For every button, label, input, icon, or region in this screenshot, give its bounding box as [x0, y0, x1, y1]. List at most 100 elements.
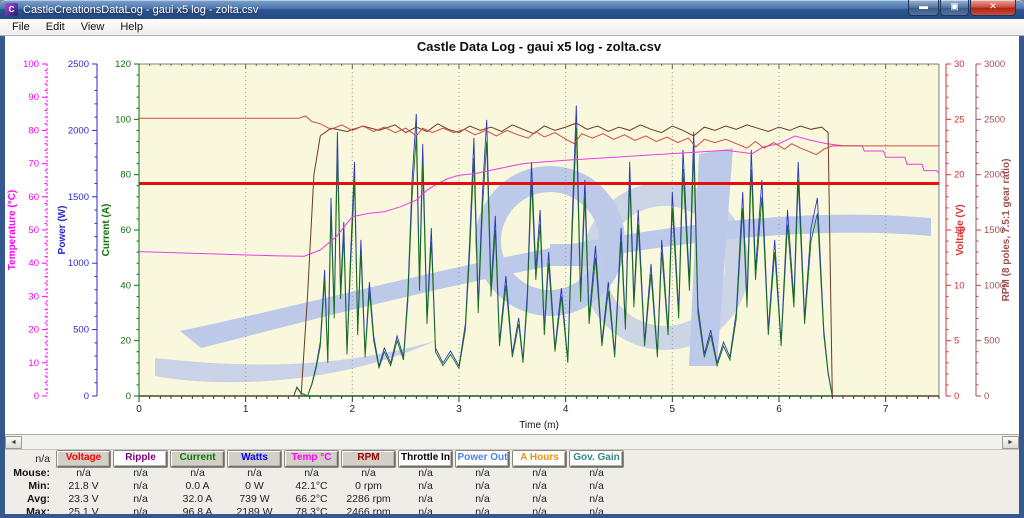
stat-cell-r3-c2: 96.8 A	[169, 506, 226, 514]
svg-text:4: 4	[563, 404, 569, 415]
stat-cell-r0-c6: n/a	[397, 467, 454, 480]
menu-view[interactable]: View	[73, 20, 113, 34]
app-icon: C	[5, 3, 18, 16]
svg-text:50: 50	[28, 225, 39, 236]
stat-column-button-rpm[interactable]: RPM	[342, 451, 395, 467]
svg-text:90: 90	[28, 92, 39, 103]
x-axis-label: Time (m)	[519, 420, 559, 431]
stat-column-button-voltage[interactable]: Voltage	[57, 451, 110, 467]
stat-column-button-throttle-in[interactable]: Throttle In	[399, 451, 452, 467]
stat-cell-r0-c8: n/a	[511, 467, 568, 480]
horizontal-scrollbar[interactable]: ◄ ►	[5, 434, 1019, 450]
stat-row-label-max: Max:	[5, 506, 55, 514]
stat-cell-r1-c2: 0.0 A	[169, 480, 226, 493]
stat-cell-r1-c5: 0 rpm	[340, 480, 397, 493]
stat-column-button-gov-gain[interactable]: Gov. Gain	[570, 451, 623, 467]
minimize-button[interactable]: ▬	[908, 0, 939, 16]
stat-cell-r0-c0: n/a	[55, 467, 112, 480]
svg-text:3000: 3000	[984, 59, 1005, 70]
scroll-right-icon[interactable]: ►	[1002, 436, 1019, 449]
scroll-left-icon[interactable]: ◄	[5, 436, 22, 449]
stats-corner-header: n/a	[5, 453, 55, 465]
stat-cell-r1-c0: 21.8 V	[55, 480, 112, 493]
svg-text:2500: 2500	[984, 114, 1005, 125]
stat-cell-r2-c0: 23.3 V	[55, 493, 112, 506]
svg-text:30: 30	[954, 59, 965, 70]
svg-text:7: 7	[883, 404, 889, 415]
client-area: Castle Data Log - gaui x5 log - zolta.cs…	[0, 36, 1024, 514]
stat-cell-r3-c1: n/a	[112, 506, 169, 514]
svg-text:2: 2	[350, 404, 356, 415]
svg-text:25: 25	[954, 114, 965, 125]
svg-text:100: 100	[23, 59, 39, 70]
title-bar[interactable]: C CastleCreationsDataLog - gaui x5 log -…	[0, 0, 1024, 19]
stat-cell-r0-c5: n/a	[340, 467, 397, 480]
stat-cell-r0-c4: n/a	[283, 467, 340, 480]
stat-cell-r2-c2: 32.0 A	[169, 493, 226, 506]
svg-text:40: 40	[28, 258, 39, 269]
svg-text:6: 6	[776, 404, 782, 415]
stats-table: n/aVoltageRippleCurrentWattsTemp °CRPMTh…	[5, 451, 1019, 514]
stat-row-label-mouse: Mouse:	[5, 467, 55, 480]
stat-column-button-current[interactable]: Current	[171, 451, 224, 467]
stat-column-button-power-out[interactable]: Power Out	[456, 451, 509, 467]
stat-cell-r3-c9: n/a	[568, 506, 625, 514]
stat-cell-r2-c4: 66.2°C	[283, 493, 340, 506]
svg-text:40: 40	[120, 280, 131, 291]
stat-cell-r1-c6: n/a	[397, 480, 454, 493]
svg-text:10: 10	[954, 280, 965, 291]
stat-cell-r2-c5: 2286 rpm	[340, 493, 397, 506]
svg-text:0: 0	[84, 391, 89, 402]
axis-power: 0 500 1000 1500 2000 2500 Power (W)	[57, 59, 97, 402]
menu-help[interactable]: Help	[112, 20, 151, 34]
stat-column-button-ripple[interactable]: Ripple	[114, 451, 167, 467]
window-title: CastleCreationsDataLog - gaui x5 log - z…	[23, 4, 258, 16]
stat-cell-r3-c8: n/a	[511, 506, 568, 514]
svg-text:0: 0	[34, 391, 39, 402]
svg-text:1500: 1500	[68, 192, 89, 203]
stat-cell-r0-c9: n/a	[568, 467, 625, 480]
svg-text:5: 5	[954, 336, 959, 347]
stat-cell-r0-c3: n/a	[226, 467, 283, 480]
axis-title-current: Current (A)	[101, 204, 112, 257]
stat-cell-r1-c1: n/a	[112, 480, 169, 493]
stats-panel: n/aVoltageRippleCurrentWattsTemp °CRPMTh…	[5, 450, 1019, 514]
stat-column-button-watts[interactable]: Watts	[228, 451, 281, 467]
stat-cell-r1-c7: n/a	[454, 480, 511, 493]
svg-text:0: 0	[136, 404, 142, 415]
svg-text:1000: 1000	[68, 258, 89, 269]
stat-column-button-temp-c[interactable]: Temp °C	[285, 451, 338, 467]
svg-text:20: 20	[120, 336, 131, 347]
axis-rpm: 050010001500200025003000RPM (8 poles, 7.…	[976, 59, 1012, 402]
svg-text:20: 20	[954, 170, 965, 181]
chart-area[interactable]: Castle Data Log - gaui x5 log - zolta.cs…	[5, 36, 1019, 434]
stat-cell-r3-c4: 78.3°C	[283, 506, 340, 514]
data-log-chart[interactable]: 01234567Time (m)0102030405060708090100Te…	[5, 36, 1019, 434]
stat-row-label-min: Min:	[5, 480, 55, 493]
menu-file[interactable]: File	[4, 20, 38, 34]
stat-cell-r3-c7: n/a	[454, 506, 511, 514]
stat-cell-r1-c4: 42.1°C	[283, 480, 340, 493]
svg-text:2000: 2000	[68, 125, 89, 136]
maximize-button[interactable]: ▣	[940, 0, 969, 16]
svg-text:0: 0	[954, 391, 959, 402]
svg-text:0: 0	[126, 391, 131, 402]
svg-text:2500: 2500	[68, 59, 89, 70]
menu-edit[interactable]: Edit	[38, 20, 73, 34]
svg-text:500: 500	[984, 336, 1000, 347]
stat-column-button-a-hours[interactable]: A Hours	[513, 451, 566, 467]
stat-cell-r0-c7: n/a	[454, 467, 511, 480]
stat-cell-r2-c7: n/a	[454, 493, 511, 506]
svg-text:100: 100	[115, 114, 131, 125]
stat-cell-r2-c1: n/a	[112, 493, 169, 506]
window-controls: ▬ ▣ ✕	[907, 0, 1016, 16]
svg-text:500: 500	[73, 325, 89, 336]
stat-cell-r3-c3: 2189 W	[226, 506, 283, 514]
close-button[interactable]: ✕	[970, 0, 1016, 16]
axis-title-power: Power (W)	[57, 206, 68, 255]
stat-cell-r2-c6: n/a	[397, 493, 454, 506]
svg-text:60: 60	[28, 192, 39, 203]
svg-text:5: 5	[670, 404, 676, 415]
axis-title-rpm: RPM (8 poles, 7.5:1 gear ratio)	[1001, 159, 1012, 302]
menu-bar: File Edit View Help	[0, 19, 1024, 36]
